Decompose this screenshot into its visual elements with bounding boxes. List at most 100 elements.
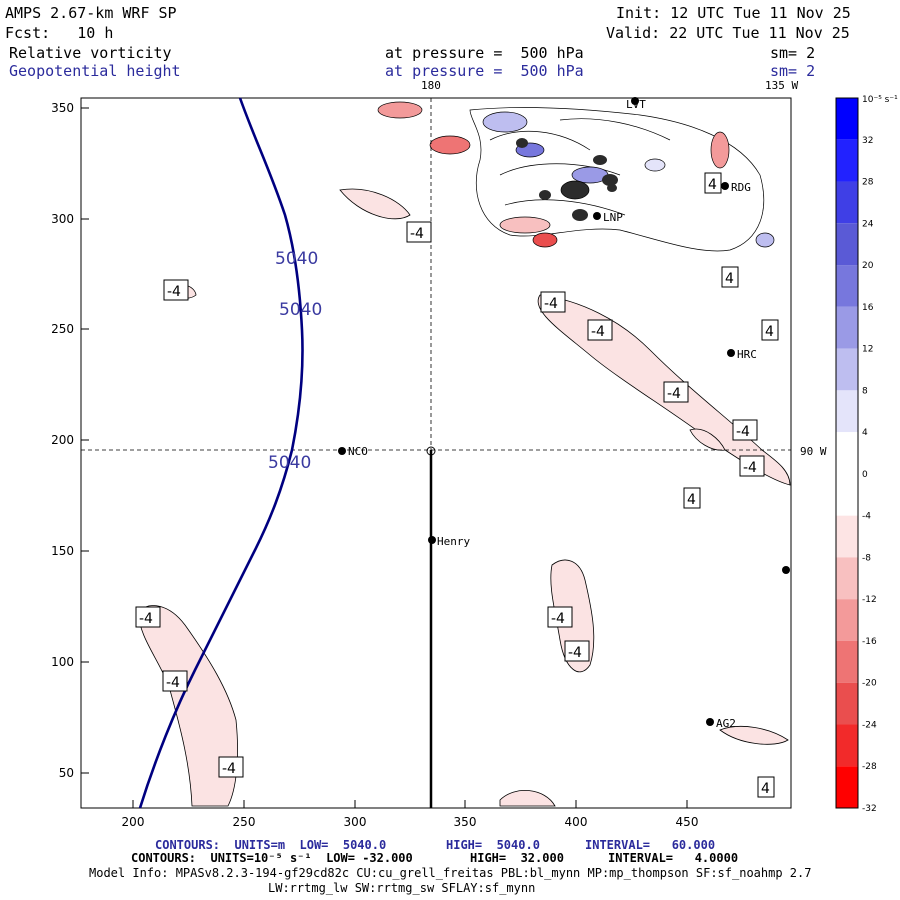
station-rdg: RDG [731,181,751,194]
colorbar-swatch [836,599,858,641]
footer-height-info: CONTOURS: UNITS=m LOW= 5040.0 [155,838,387,852]
colorbar-label: 4 [862,428,868,438]
vort-label: -4 [736,424,750,440]
y-tick-label: 50 [59,766,74,780]
station-henry: Henry [437,535,470,548]
colorbar-swatch [836,640,858,683]
colorbar-swatch [836,557,858,600]
footer-height-interval: INTERVAL= 60.000 [585,838,716,852]
height-label-3: 5040 [268,453,311,473]
field1-level: at pressure = 500 hPa [385,44,584,62]
colorbar-label: 16 [862,303,874,313]
colorbar-label: -8 [862,553,871,563]
colorbar-label: 32 [862,136,873,146]
footer-vort-interval: INTERVAL= 4.0000 [608,851,739,865]
station-marker [428,536,436,544]
valid-time: Valid: 22 UTC Tue 11 Nov 25 [606,24,850,42]
vorticity-labels: -4 -4 -4 -4 -4 -4 -4 -4 -4 -4 -4 -4 4 4 … [135,172,779,798]
lat-90w-label: 90 W [800,445,827,458]
footer-radiation-info: LW:rrtmg_lw SW:rrtmg_sw SFLAY:sf_mynn [268,881,536,895]
colorbar-label: 0 [862,470,868,480]
station-marker [782,566,790,574]
y-axis-labels: 350 300 250 200 150 100 50 [51,101,74,780]
colorbar-swatch [836,432,858,474]
model-title: AMPS 2.67-km WRF SP [5,4,177,22]
height-label-1: 5040 [275,249,318,269]
colorbar-swatch [836,390,858,433]
colorbar-label: 24 [862,219,874,229]
colorbar-swatch [836,265,858,307]
field2-level: at pressure = 500 hPa [385,62,584,80]
vort-label: -4 [591,324,605,340]
colorbar-swatch [836,724,858,767]
station-nco: NCO [348,445,368,458]
height-label-2: 5040 [279,300,322,320]
colorbar-swatch [836,181,858,224]
colorbar-label: -12 [862,595,877,605]
vort-label: -4 [551,611,565,627]
y-tick-label: 350 [51,101,74,115]
init-time: Init: 12 UTC Tue 11 Nov 25 [616,4,851,22]
colorbar-swatch [836,223,858,266]
colorbar-label: 12 [862,345,873,355]
colorbar [835,97,859,809]
vort-label: -4 [167,284,181,300]
x-tick-label: 450 [676,815,699,829]
vort-label-pos: 4 [761,781,770,797]
vort-label: -4 [166,675,180,691]
pole-marker [426,446,436,456]
vort-label: -4 [544,296,558,312]
stations: NCO Henry HRC RDG LNP AG2 LVT [338,97,790,730]
height-contour-5040 [138,97,304,809]
colorbar-label: -4 [862,512,871,522]
lon-180-label: 180 [421,79,441,92]
colorbar-swatch [836,473,858,516]
station-marker [727,349,735,357]
station-marker [721,182,729,190]
vort-label: -4 [222,761,236,777]
colorbar-swatch [836,306,858,349]
vort-label: -4 [568,645,582,661]
colorbar-swatch [836,682,858,725]
colorbar-swatch [836,139,858,182]
colorbar-label: 28 [862,178,874,188]
station-marker [593,212,601,220]
forecast-hour: Fcst: 10 h [5,24,114,42]
y-tick-label: 150 [51,544,74,558]
y-tick-label: 100 [51,655,74,669]
y-tick-label: 200 [51,433,74,447]
vort-label: -4 [667,386,681,402]
lon-135w-label: 135 W [765,79,798,92]
colorbar-unit: 10⁻⁵ s⁻¹ [862,95,898,105]
field1-name: Relative vorticity [9,44,172,62]
y-tick-label: 300 [51,212,74,226]
footer-height-high: HIGH= 5040.0 [446,838,540,852]
colorbar-label: -20 [862,679,877,689]
x-axis-ticks [132,800,688,808]
station-hrc: HRC [737,348,757,361]
footer-vort-info: CONTOURS: UNITS=10⁻⁵ s⁻¹ LOW= -32.000 [131,851,413,865]
colorbar-label: -24 [862,720,877,730]
vort-label-pos: 4 [708,177,717,193]
field2-name: Geopotential height [9,62,181,80]
y-axis-ticks [81,107,89,774]
vort-label: -4 [743,460,757,476]
field2-smoothing: sm= 2 [770,62,816,80]
x-axis-labels: 200 250 300 350 400 450 [122,815,699,829]
station-marker [706,718,714,726]
station-ag2: AG2 [716,717,736,730]
station-marker [338,447,346,455]
colorbar-swatch [836,766,858,808]
colorbar-frame [835,97,859,809]
x-tick-label: 350 [454,815,477,829]
colorbar-swatch [836,515,858,558]
station-lnp: LNP [603,211,623,224]
colorbar-label: -28 [862,762,877,772]
vort-label-pos: 4 [687,492,696,508]
x-tick-label: 400 [565,815,588,829]
vort-label-pos: 4 [725,271,734,287]
x-tick-label: 300 [344,815,367,829]
station-lvt: LVT [626,98,646,111]
vort-label: -4 [410,226,424,242]
